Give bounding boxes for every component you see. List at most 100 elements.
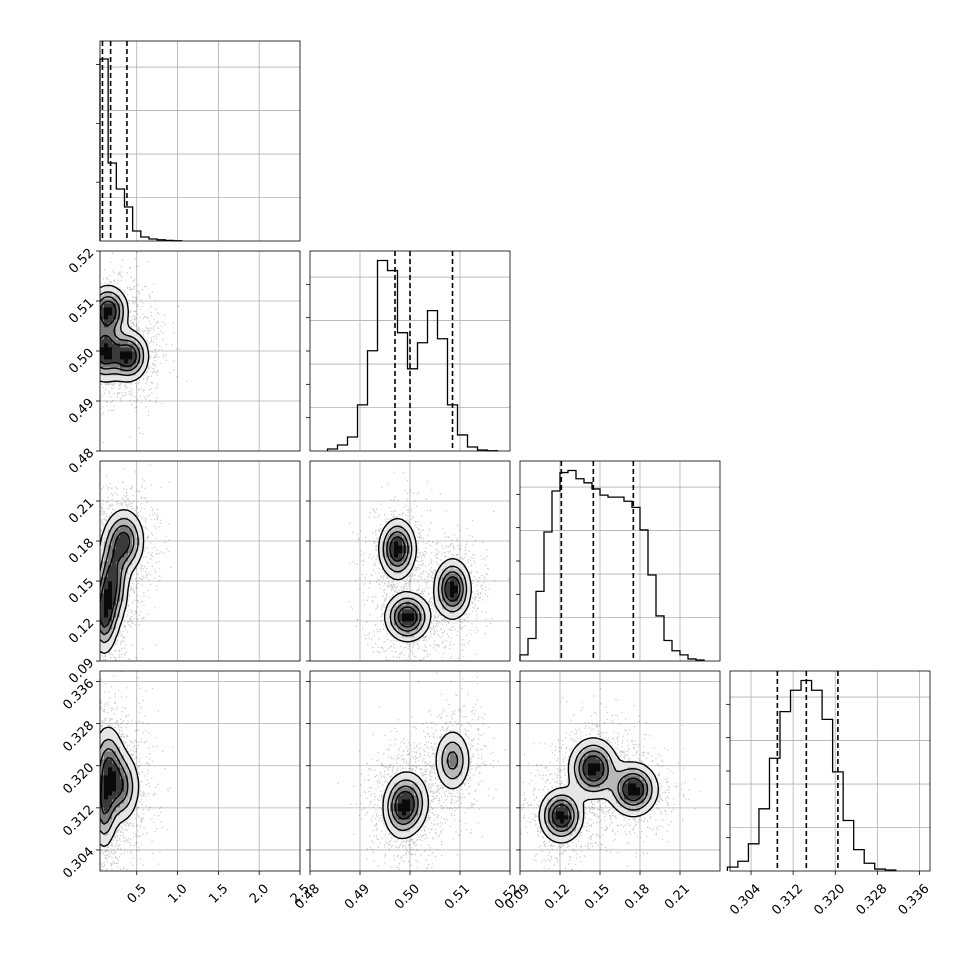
density-cell xyxy=(458,755,463,760)
density-cell xyxy=(462,755,467,760)
density-cell xyxy=(120,605,125,610)
density-cell xyxy=(116,307,121,312)
density-cell xyxy=(112,775,117,780)
density-cell xyxy=(386,823,391,828)
density-cell xyxy=(398,521,403,526)
density-cell xyxy=(116,755,121,760)
density-cell xyxy=(128,367,133,372)
density-cell xyxy=(414,795,419,800)
histogram-step-line xyxy=(99,58,183,242)
density-cell xyxy=(104,371,109,376)
density-cell xyxy=(402,787,407,792)
density-cell xyxy=(608,795,613,800)
y-tick-label: 0.328 xyxy=(60,718,97,755)
density-cell xyxy=(410,831,415,836)
density-cell xyxy=(386,819,391,824)
density-cell xyxy=(112,323,117,328)
density-cell xyxy=(104,755,109,760)
density-cell xyxy=(572,807,577,812)
density-cell xyxy=(394,529,399,534)
density-cell xyxy=(390,601,395,606)
density-cell xyxy=(124,545,129,550)
density-cell xyxy=(112,609,117,614)
density-contour xyxy=(100,747,129,825)
density-cell xyxy=(112,335,117,340)
density-cell xyxy=(120,529,125,534)
density-cell xyxy=(112,605,117,610)
density-cell xyxy=(640,803,645,808)
density-cell xyxy=(462,585,467,590)
density-cell xyxy=(104,783,109,788)
density-cell xyxy=(608,759,613,764)
density-cell xyxy=(116,521,121,526)
density-cell xyxy=(124,521,129,526)
density-cell xyxy=(116,537,121,542)
y-tick-label: 0.12 xyxy=(66,616,97,647)
density-cell xyxy=(410,625,415,630)
density-cell xyxy=(112,621,117,626)
density-cell xyxy=(620,791,625,796)
density-cell xyxy=(406,529,411,534)
density-cell xyxy=(390,545,395,550)
density-cell xyxy=(100,331,105,336)
scatter-panel-1-2 xyxy=(306,461,510,662)
density-cell xyxy=(108,755,113,760)
density-cell xyxy=(116,541,121,546)
density-cell xyxy=(100,327,105,332)
y-tick-label: 0.15 xyxy=(66,576,97,607)
density-cell xyxy=(454,735,459,740)
density-cell xyxy=(100,731,105,736)
density-cell xyxy=(116,517,121,522)
density-cell xyxy=(628,783,633,788)
density-cell xyxy=(572,755,577,760)
density-cell xyxy=(108,533,113,538)
density-cell xyxy=(584,771,589,776)
density-cell xyxy=(390,783,395,788)
density-cell xyxy=(116,609,121,614)
density-cell xyxy=(120,585,125,590)
density-cell xyxy=(560,823,565,828)
density-cell xyxy=(398,629,403,634)
density-cell xyxy=(112,617,117,622)
density-cell xyxy=(446,743,451,748)
density-cell xyxy=(406,779,411,784)
scatter-panel-1-3 xyxy=(306,671,510,871)
panel-frame-3-2 xyxy=(519,670,721,872)
density-cell xyxy=(100,811,105,816)
density-cell xyxy=(104,649,109,654)
density-cell xyxy=(394,815,399,820)
density-cell xyxy=(136,529,141,534)
density-cell xyxy=(382,545,387,550)
density-cell xyxy=(112,367,117,372)
density-cell xyxy=(556,787,561,792)
density-cell xyxy=(458,759,463,764)
density-cell xyxy=(128,759,133,764)
density-cell xyxy=(104,565,109,570)
density-cell xyxy=(132,343,137,348)
density-cell xyxy=(116,371,121,376)
x-tick-label: 0.12 xyxy=(542,881,573,912)
density-cell xyxy=(556,815,561,820)
density-cell xyxy=(458,751,463,756)
density-cell xyxy=(116,593,121,598)
density-cell xyxy=(584,779,589,784)
density-cell xyxy=(108,601,113,606)
density-cell xyxy=(438,775,443,780)
density-cell xyxy=(648,783,653,788)
density-cell xyxy=(564,787,569,792)
density-cell xyxy=(414,779,419,784)
density-cell xyxy=(108,629,113,634)
density-cell xyxy=(124,323,129,328)
density-cell xyxy=(386,791,391,796)
density-cell xyxy=(418,621,423,626)
density-cell xyxy=(394,831,399,836)
density-cell xyxy=(608,791,613,796)
density-cell xyxy=(104,545,109,550)
density-cell xyxy=(454,747,459,752)
density-cell xyxy=(580,795,585,800)
density-cell xyxy=(124,319,129,324)
density-cell xyxy=(120,747,125,752)
density-cell xyxy=(104,319,109,324)
density-cell xyxy=(442,759,447,764)
density-cell xyxy=(128,335,133,340)
